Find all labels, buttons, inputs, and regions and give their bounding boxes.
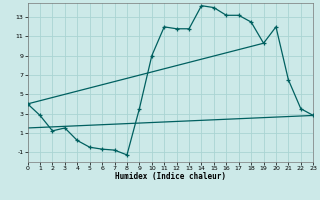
X-axis label: Humidex (Indice chaleur): Humidex (Indice chaleur) <box>115 172 226 181</box>
